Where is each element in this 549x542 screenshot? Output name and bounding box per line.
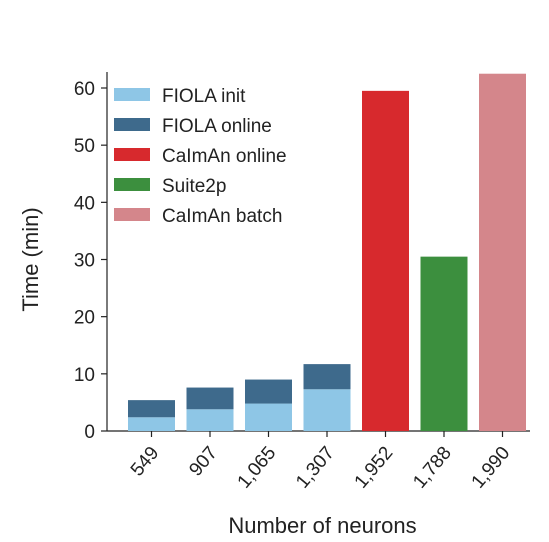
x-tick-label: 1,788 bbox=[409, 443, 456, 493]
x-tick-label: 1,065 bbox=[234, 443, 281, 493]
bar-caiman-online bbox=[362, 90, 409, 431]
x-tick-label: 1,990 bbox=[468, 443, 515, 493]
bars bbox=[128, 73, 526, 431]
legend-swatch bbox=[114, 208, 150, 221]
x-tick-label: 1,307 bbox=[292, 443, 339, 493]
bar-fiola-online bbox=[186, 387, 234, 410]
x-tick-label: 907 bbox=[185, 443, 221, 481]
y-tick-label: 50 bbox=[74, 136, 95, 157]
y-tick-label: 10 bbox=[74, 365, 95, 386]
legend-label: FIOLA online bbox=[162, 116, 272, 137]
bar-fiola-online bbox=[303, 364, 351, 390]
y-tick-label: 20 bbox=[74, 308, 95, 329]
legend-swatch bbox=[114, 88, 150, 101]
bar-fiola-online bbox=[245, 379, 292, 404]
bar-fiola-init bbox=[245, 403, 292, 431]
y-axis: 0 10 20 30 40 50 60 Time (min) bbox=[18, 72, 108, 443]
legend: FIOLA init FIOLA online CaImAn online Suite… bbox=[114, 86, 287, 227]
legend-swatch bbox=[114, 178, 150, 191]
legend-label: Suite2p bbox=[162, 176, 226, 197]
bar-caiman-batch bbox=[479, 73, 526, 431]
y-axis-title: Time (min) bbox=[18, 207, 43, 311]
bar-suite2p bbox=[420, 256, 468, 431]
x-axis-title: Number of neurons bbox=[228, 513, 416, 538]
y-ticks: 0 10 20 30 40 50 60 bbox=[74, 79, 107, 443]
x-ticks: 549 907 1,065 1,307 1,952 1,788 1,990 bbox=[127, 431, 514, 493]
legend-swatch bbox=[114, 118, 150, 131]
x-axis: 549 907 1,065 1,307 1,952 1,788 1,990 Number o… bbox=[107, 430, 530, 538]
legend-label: CaImAn batch bbox=[162, 206, 282, 227]
x-tick-label: 1,952 bbox=[351, 443, 398, 493]
x-tick-label: 549 bbox=[127, 443, 163, 481]
legend-swatch bbox=[114, 148, 150, 161]
bar-fiola-online bbox=[128, 400, 175, 418]
bar-fiola-init bbox=[303, 389, 351, 431]
y-tick-label: 60 bbox=[74, 79, 95, 100]
legend-label: FIOLA init bbox=[162, 86, 246, 107]
legend-label: CaImAn online bbox=[162, 146, 287, 167]
y-tick-label: 40 bbox=[74, 193, 95, 214]
bar-fiola-init bbox=[186, 409, 234, 431]
y-tick-label: 0 bbox=[84, 422, 95, 443]
bar-fiola-init bbox=[128, 417, 175, 431]
y-tick-label: 30 bbox=[74, 251, 95, 272]
